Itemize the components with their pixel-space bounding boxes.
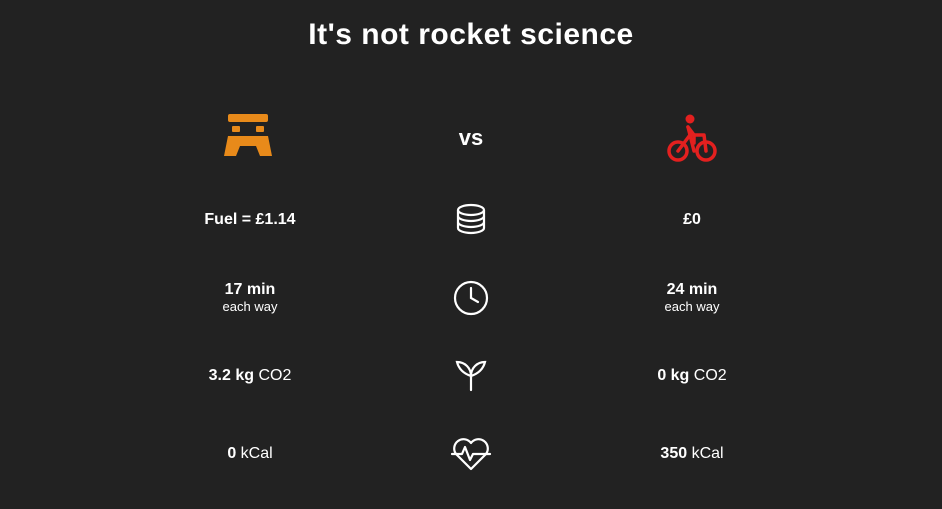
page-title: It's not rocket science: [0, 18, 942, 52]
bike-kcal: 350 kCal: [660, 445, 723, 463]
bike-icon: [552, 108, 832, 168]
vs-label: vs: [459, 125, 483, 151]
car-icon: [222, 112, 278, 164]
bike-time: 24 mineach way: [665, 281, 720, 315]
car-co2: 3.2 kg CO2: [209, 367, 292, 385]
bike-co2: 0 kg CO2: [657, 367, 726, 385]
car-kcal: 0 kCal: [227, 445, 272, 463]
bike-cost: £0: [683, 211, 701, 229]
car-cost: Fuel = £1.14: [204, 211, 295, 229]
car-time: 17 mineach way: [223, 281, 278, 315]
